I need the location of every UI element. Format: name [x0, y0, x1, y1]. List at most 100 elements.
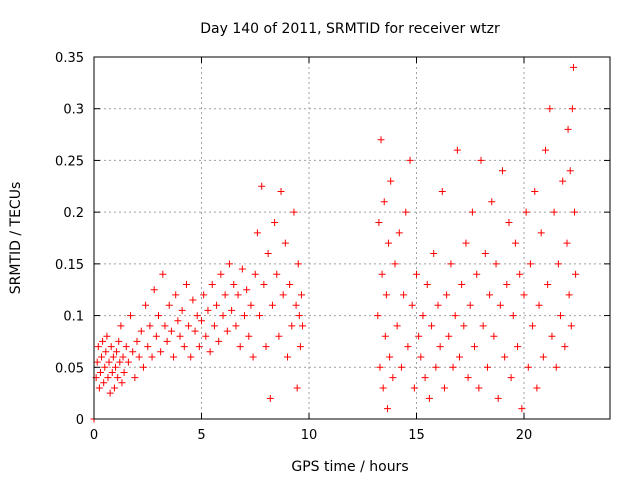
data-point — [100, 379, 108, 387]
data-point — [428, 322, 436, 330]
data-point — [176, 332, 184, 340]
data-point — [529, 322, 537, 330]
data-point — [108, 368, 116, 376]
x-axis-title: GPS time / hours — [291, 459, 408, 475]
data-point — [557, 312, 565, 320]
x-tick-label: 20 — [516, 428, 533, 443]
data-point — [146, 322, 154, 330]
data-point — [572, 270, 580, 278]
data-point — [213, 301, 221, 309]
data-point — [286, 281, 294, 289]
data-point — [193, 312, 201, 320]
data-point — [165, 301, 173, 309]
data-point — [466, 301, 474, 309]
data-point — [112, 363, 119, 371]
data-point — [410, 384, 418, 392]
data-point — [395, 229, 403, 237]
data-point — [178, 306, 186, 314]
data-point — [375, 218, 383, 226]
x-tick-label: 5 — [197, 428, 205, 443]
data-point — [462, 239, 470, 247]
data-point — [225, 260, 233, 268]
data-point — [449, 363, 457, 371]
data-point — [114, 374, 122, 382]
data-point — [202, 332, 210, 340]
data-point — [281, 239, 289, 247]
data-point — [98, 353, 106, 361]
data-point — [295, 312, 303, 320]
data-point — [430, 250, 438, 258]
data-point — [548, 332, 556, 340]
data-point — [537, 229, 545, 237]
data-point — [501, 353, 509, 361]
data-point — [568, 105, 576, 113]
data-point — [155, 312, 162, 320]
data-point — [122, 343, 130, 351]
data-point — [440, 384, 448, 392]
data-point — [243, 286, 251, 294]
data-point — [293, 384, 301, 392]
data-point — [533, 384, 541, 392]
data-point — [221, 291, 229, 299]
data-point — [215, 337, 223, 345]
data-point — [131, 374, 139, 382]
data-point — [561, 343, 569, 351]
data-point — [94, 343, 102, 351]
data-point — [258, 182, 266, 190]
data-point — [417, 353, 425, 361]
data-point — [217, 270, 225, 278]
data-point — [391, 260, 399, 268]
data-point — [374, 312, 382, 320]
data-point — [95, 384, 103, 392]
data-point — [275, 332, 283, 340]
data-point — [110, 384, 118, 392]
data-point — [170, 353, 178, 361]
data-point — [479, 322, 487, 330]
y-tick-label: 0.1 — [63, 310, 84, 325]
data-point — [542, 146, 549, 154]
data-point — [236, 343, 244, 351]
data-point — [99, 337, 107, 345]
data-point — [460, 322, 468, 330]
data-point — [378, 270, 386, 278]
data-point — [245, 332, 253, 340]
data-point — [432, 363, 440, 371]
data-point — [464, 374, 472, 382]
data-point — [389, 374, 397, 382]
data-point — [174, 317, 182, 325]
data-point — [567, 322, 575, 330]
data-point — [292, 301, 300, 309]
data-point — [483, 363, 491, 371]
data-point — [524, 363, 532, 371]
data-point — [379, 384, 387, 392]
data-point — [223, 327, 231, 335]
data-point — [554, 260, 562, 268]
data-point — [453, 146, 461, 154]
data-point — [421, 374, 429, 382]
data-point — [443, 291, 451, 299]
plot-frame — [93, 56, 611, 420]
data-point — [161, 322, 169, 330]
data-point — [481, 250, 489, 258]
data-point — [167, 327, 175, 335]
x-tick-label: 0 — [90, 428, 98, 443]
data-point — [397, 363, 405, 371]
data-point — [564, 125, 572, 133]
data-point — [563, 239, 571, 247]
data-point — [434, 301, 442, 309]
data-point — [264, 250, 272, 258]
data-point — [507, 374, 515, 382]
data-point — [477, 156, 485, 164]
data-point — [148, 353, 156, 361]
data-point — [116, 358, 124, 366]
data-point — [232, 322, 240, 330]
data-point — [492, 260, 500, 268]
x-tick-label: 10 — [301, 428, 318, 443]
data-point — [400, 291, 408, 299]
data-point — [191, 327, 199, 335]
data-point — [268, 301, 276, 309]
y-tick-label: 0.3 — [63, 103, 84, 118]
data-point — [279, 291, 287, 299]
data-point — [241, 312, 248, 320]
data-point — [206, 348, 214, 356]
